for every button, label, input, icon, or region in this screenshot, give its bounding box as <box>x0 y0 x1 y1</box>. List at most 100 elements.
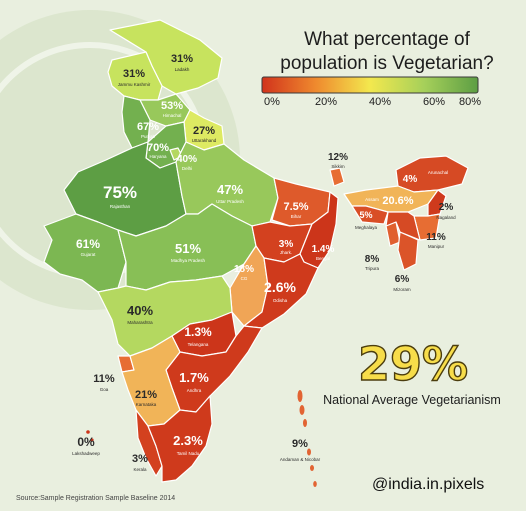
state-nagaland <box>427 189 447 217</box>
andaman-nicobar-islands <box>297 390 317 487</box>
island <box>310 465 314 471</box>
label-gujarat-name: Gujarat <box>81 252 97 257</box>
label-meghalaya-value: 5% <box>359 210 372 220</box>
lakshadweep-island <box>90 438 94 442</box>
label-delhi-value: 40% <box>177 154 197 165</box>
label-maharashtra-value: 40% <box>127 303 153 318</box>
label-ladakh-value: 31% <box>171 53 193 65</box>
label-himachal-name: Himachal <box>163 113 182 118</box>
label-nagaland-name: Nagaland <box>436 215 456 220</box>
label-mizoram-name: Mizoram <box>393 287 411 292</box>
national-average-value: 29% <box>357 337 469 391</box>
label-meghalaya-name: Meghalaya <box>355 225 378 230</box>
label-goa-name: Goa <box>100 387 109 392</box>
label-bengal-name: Bengal <box>316 256 330 261</box>
label-tn-value: 2.3% <box>173 433 203 448</box>
legend-tick: 40% <box>368 96 392 108</box>
label-jharkhand-value: 3% <box>279 239 294 250</box>
legend-tick: 0% <box>264 96 280 108</box>
label-telangana-name: Telangana <box>188 342 209 347</box>
label-bengal-value: 1.4% <box>312 244 335 255</box>
label-jk-value: 31% <box>123 68 145 80</box>
label-delhi-name: Delhi <box>182 166 192 171</box>
label-manipur-value: 11% <box>426 232 446 243</box>
label-jharkhand-name: Jhark. <box>280 250 292 255</box>
label-tn-name: Tamil Nadu <box>177 451 200 456</box>
label-sikkim-value: 12% <box>328 152 348 163</box>
label-bihar-name: Bihar <box>291 214 302 219</box>
island <box>313 481 317 487</box>
state-sikkim <box>329 167 345 187</box>
label-maharashtra-name: Maharashtra <box>127 320 153 325</box>
island <box>307 448 311 456</box>
label-assam-name: Assam <box>365 197 379 202</box>
label-uttarakhand-value: 27% <box>193 125 215 137</box>
state-bengal <box>299 191 339 269</box>
label-andhra-value: 1.7% <box>179 370 209 385</box>
label-cg-name: CG <box>241 276 248 281</box>
label-odisha-name: Odisha <box>273 298 288 303</box>
label-punjab-value: 67% <box>137 121 159 133</box>
creator-handle: @india.in.pixels <box>372 476 485 493</box>
state-mizoram <box>397 231 419 271</box>
label-punjab-name: Punjab <box>141 134 156 139</box>
state-meghalaya <box>351 205 389 225</box>
label-lakshadweep-name: Lakshadweep <box>72 451 100 456</box>
label-arunachal-name: Arunachal <box>428 170 448 175</box>
label-lakshadweep-value: 0% <box>77 435 95 449</box>
label-tripura-value: 8% <box>365 254 380 265</box>
label-karnataka-value: 21% <box>135 389 157 401</box>
label-manipur-name: Manipur <box>428 244 445 249</box>
label-rajasthan-name: Rajasthan <box>110 204 131 209</box>
source-note: Source:Sample Registration Sample Baseli… <box>16 495 176 502</box>
legend-tick: 60% <box>422 96 446 108</box>
map-title: What percentage of population is Vegetar… <box>262 28 512 76</box>
label-mizoram-value: 6% <box>395 274 410 285</box>
map-title-line2: population is Vegetarian? <box>280 53 494 74</box>
label-gujarat-value: 61% <box>76 237 100 251</box>
label-up-value: 47% <box>217 182 243 197</box>
label-jk-name: Jammu Kashmir <box>118 82 151 87</box>
label-goa-value: 11% <box>93 373 115 385</box>
label-bihar-value: 7.5% <box>283 201 308 213</box>
map-title-line1: What percentage of <box>304 29 470 50</box>
label-mp-value: 51% <box>175 241 201 256</box>
label-himachal-value: 53% <box>161 100 183 112</box>
label-arunachal-value: 4% <box>403 174 418 185</box>
legend-tick: 20% <box>314 96 338 108</box>
state-odisha <box>243 253 319 329</box>
label-telangana-value: 1.3% <box>184 325 212 339</box>
label-andhra-name: Andhra <box>187 388 202 393</box>
island <box>303 419 307 427</box>
label-karnataka-name: Karnataka <box>136 402 157 407</box>
label-mp-name: Madhya Pradesh <box>171 258 206 263</box>
state-ne-filler <box>385 211 421 241</box>
legend-tick: 80% <box>458 96 482 108</box>
label-rajasthan-value: 75% <box>103 183 137 202</box>
label-sikkim-name: Sikkim <box>331 164 345 169</box>
label-kerala-value: 3% <box>132 453 148 465</box>
label-odisha-value: 2.6% <box>264 279 296 295</box>
label-up-name: Uttar Pradesh <box>216 199 244 204</box>
label-kerala-name: Kerala <box>133 467 147 472</box>
label-haryana-name: Haryana <box>149 154 167 159</box>
lakshadweep-island <box>86 430 90 434</box>
label-cg-value: 18% <box>234 264 254 275</box>
state-gujarat <box>43 213 127 293</box>
label-andaman-value: 9% <box>292 438 308 450</box>
island <box>299 405 305 415</box>
island <box>297 390 303 402</box>
label-assam-value: 20.6% <box>382 195 413 207</box>
label-nagaland-value: 2% <box>439 202 454 213</box>
legend-color-bar <box>261 76 479 94</box>
label-haryana-value: 70% <box>147 142 169 154</box>
label-andaman-name: Andaman & Nicobar <box>280 457 321 462</box>
label-uttarakhand-name: Uttarakhand <box>192 138 217 143</box>
national-average-caption: National Average Vegetarianism <box>323 393 501 407</box>
legend-ticks: 0% 20% 40% 60% 80% <box>258 96 488 110</box>
label-tripura-name: Tripura <box>365 266 380 271</box>
state-tamil-nadu <box>147 395 213 483</box>
label-ladakh-name: Ladakh <box>175 67 190 72</box>
